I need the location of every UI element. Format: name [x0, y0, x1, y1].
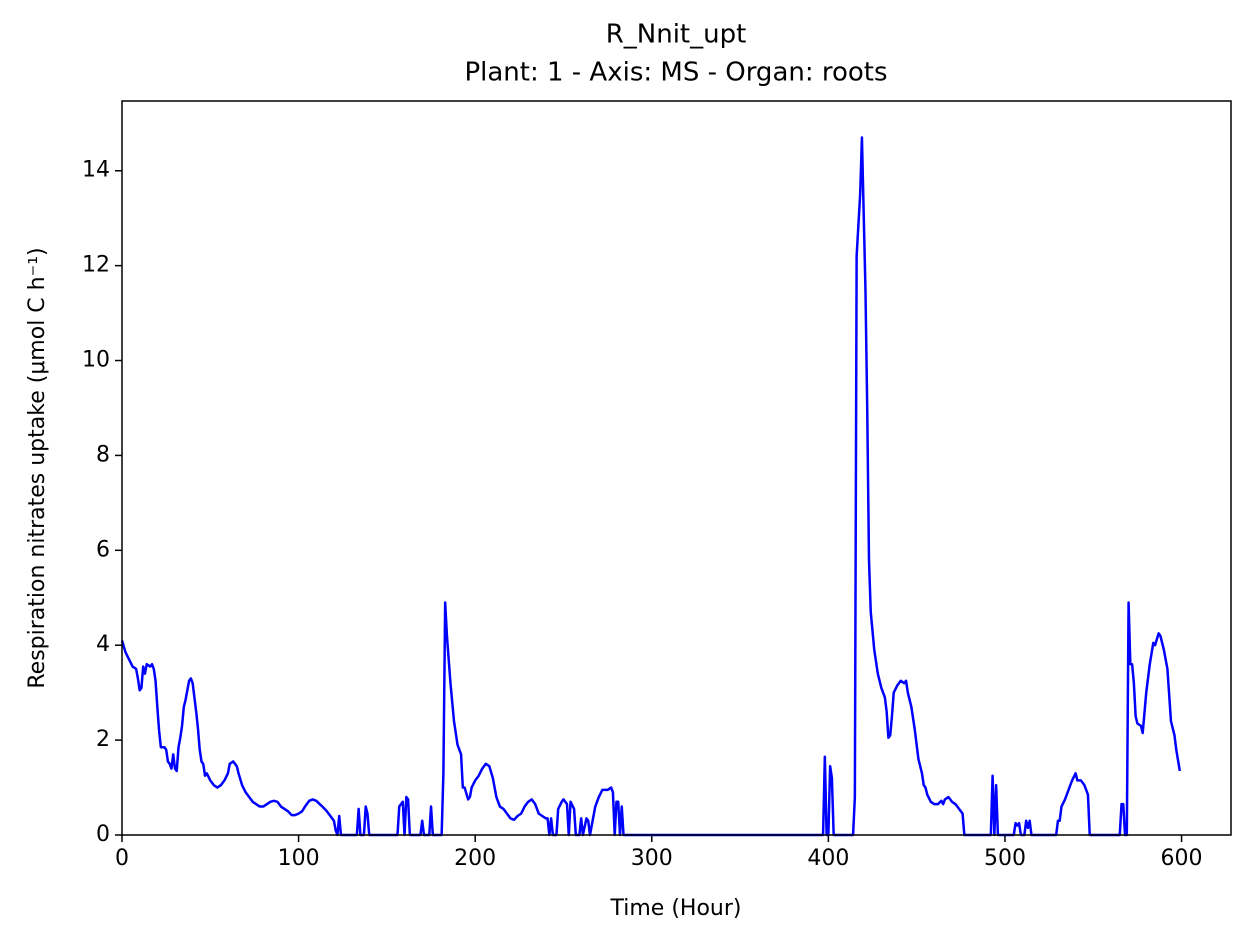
- y-tick-label: 0: [96, 822, 110, 847]
- x-tick-label: 300: [631, 846, 673, 871]
- chart-subtitle: Plant: 1 - Axis: MS - Organ: roots: [464, 58, 887, 88]
- x-tick-label: 0: [115, 846, 129, 871]
- x-axis-label: Time (Hour): [610, 896, 742, 921]
- data-line: [120, 136, 1182, 837]
- y-tick-label: 4: [96, 632, 110, 657]
- chart-title: R_Nnit_upt: [606, 20, 747, 50]
- x-tick-label: 600: [1161, 846, 1203, 871]
- plot-frame: [121, 100, 1232, 836]
- y-tick-label: 8: [96, 442, 110, 467]
- y-axis-label: Respiration nitrates uptake (μmol C h⁻¹): [25, 247, 50, 688]
- x-tick-label: 100: [278, 846, 320, 871]
- x-tick-label: 500: [984, 846, 1026, 871]
- x-tick-label: 400: [807, 846, 849, 871]
- y-tick-label: 12: [82, 253, 110, 278]
- x-tick-label: 200: [454, 846, 496, 871]
- y-tick-label: 14: [82, 158, 110, 183]
- y-tick-label: 2: [96, 727, 110, 752]
- y-tick-label: 10: [82, 348, 110, 373]
- y-tick-label: 6: [96, 537, 110, 562]
